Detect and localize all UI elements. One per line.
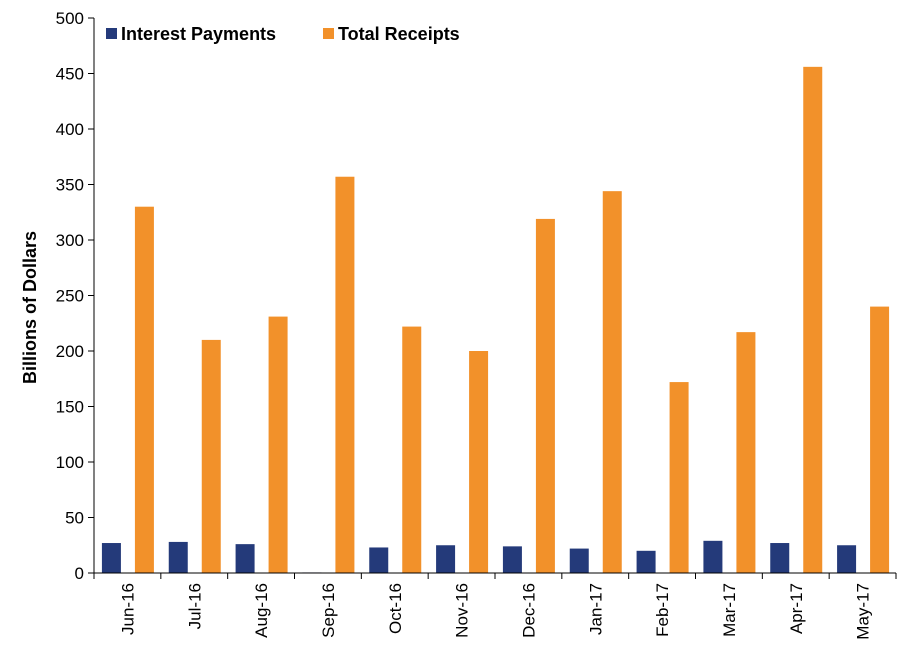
bar-interest-payments-feb-17	[636, 550, 656, 573]
bar-interest-payments-apr-17	[770, 543, 790, 573]
bar-interest-payments-jun-16	[101, 543, 121, 573]
bar-total-receipts-mar-17	[736, 332, 756, 573]
x-tick-label-apr-17: Apr-17	[787, 583, 806, 634]
bar-total-receipts-dec-16	[535, 218, 555, 573]
y-tick-label: 100	[56, 453, 84, 472]
bar-total-receipts-nov-16	[469, 351, 489, 573]
y-tick-label: 350	[56, 176, 84, 195]
legend-swatch-interest-payments	[106, 28, 117, 39]
bar-interest-payments-oct-16	[369, 547, 389, 573]
x-tick-label-may-17: May-17	[854, 583, 873, 640]
y-tick-label: 450	[56, 65, 84, 84]
x-tick-label-sep-16: Sep-16	[319, 583, 338, 638]
x-tick-label-jul-16: Jul-16	[185, 583, 204, 629]
x-tick-label-aug-16: Aug-16	[252, 583, 271, 638]
bar-total-receipts-apr-17	[803, 66, 823, 573]
y-axis-ticks: 0 50 100 150 200 250 300 350 400 450 500	[56, 9, 94, 583]
y-tick-label: 400	[56, 120, 84, 139]
y-tick-label: 500	[56, 9, 84, 28]
bar-total-receipts-jun-16	[134, 206, 154, 573]
x-axis-ticks: Jun-16 Jul-16 Aug-16 Sep-16 Oct-16 Nov-16 Dec-…	[93, 573, 897, 640]
bar-interest-payments-may-17	[837, 545, 857, 573]
bar-total-receipts-jul-16	[201, 339, 221, 573]
x-tick-label-jun-16: Jun-16	[118, 583, 137, 635]
y-tick-label: 150	[56, 398, 84, 417]
bar-interest-payments-nov-16	[436, 545, 456, 573]
bar-total-receipts-sep-16	[335, 176, 355, 574]
bar-interest-payments-aug-16	[235, 544, 255, 573]
bar-total-receipts-jan-17	[602, 191, 622, 573]
x-tick-label-dec-16: Dec-16	[519, 583, 538, 638]
x-tick-label-oct-16: Oct-16	[386, 583, 405, 634]
bar-total-receipts-feb-17	[669, 382, 689, 573]
bar-total-receipts-aug-16	[268, 316, 288, 573]
bar-total-receipts-oct-16	[402, 326, 422, 573]
x-tick-label-feb-17: Feb-17	[653, 583, 672, 637]
legend-label-interest-payments: Interest Payments	[121, 24, 276, 44]
bar-interest-payments-dec-16	[502, 546, 522, 573]
bar-interest-payments-jan-17	[569, 548, 589, 573]
legend-swatch-total-receipts	[323, 28, 334, 39]
bars-group	[101, 66, 890, 574]
x-tick-label-jan-17: Jan-17	[586, 583, 605, 635]
bar-interest-payments-mar-17	[703, 540, 723, 573]
y-tick-label: 0	[75, 564, 84, 583]
bar-total-receipts-may-17	[870, 306, 890, 573]
x-tick-label-nov-16: Nov-16	[453, 583, 472, 638]
legend: Interest Payments Total Receipts	[106, 24, 460, 44]
y-axis-title: Billions of Dollars	[20, 231, 40, 384]
legend-label-total-receipts: Total Receipts	[338, 24, 460, 44]
y-tick-label: 300	[56, 231, 84, 250]
y-tick-label: 50	[65, 509, 84, 528]
bar-interest-payments-jul-16	[168, 541, 188, 573]
y-tick-label: 200	[56, 342, 84, 361]
x-tick-label-mar-17: Mar-17	[720, 583, 739, 637]
y-tick-label: 250	[56, 287, 84, 306]
